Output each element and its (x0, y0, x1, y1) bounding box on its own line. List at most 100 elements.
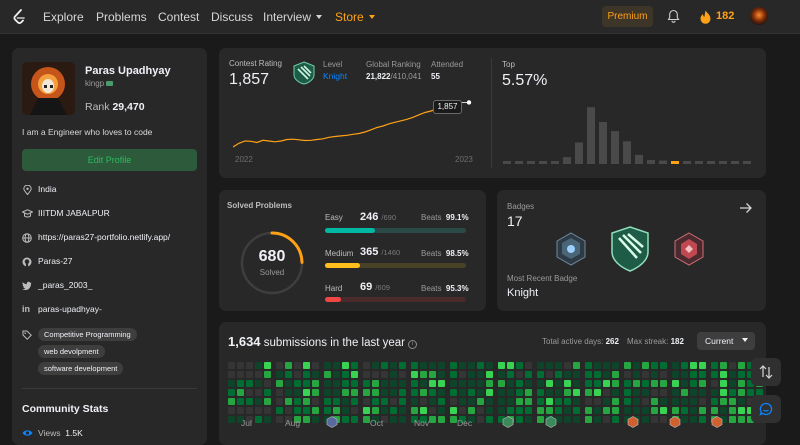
heatmap-cell[interactable] (264, 371, 271, 378)
heatmap-cell[interactable] (594, 407, 601, 414)
heatmap-cell[interactable] (546, 407, 553, 414)
heatmap-cell[interactable] (363, 389, 370, 396)
heatmap-cell[interactable] (690, 362, 697, 369)
heatmap-cell[interactable] (276, 362, 283, 369)
heatmap-cell[interactable] (537, 362, 544, 369)
heatmap-cell[interactable] (477, 389, 484, 396)
heatmap-cell[interactable] (303, 398, 310, 405)
heatmap-cell[interactable] (255, 416, 262, 423)
heatmap-cell[interactable] (468, 362, 475, 369)
heatmap-cell[interactable] (264, 407, 271, 414)
heatmap-cell[interactable] (537, 416, 544, 423)
heatmap-cell[interactable] (411, 362, 418, 369)
heatmap-cell[interactable] (672, 362, 679, 369)
heatmap-cell[interactable] (624, 407, 631, 414)
year-select[interactable]: Current (697, 332, 755, 350)
distribution-bar[interactable] (707, 161, 715, 164)
heatmap-cell[interactable] (642, 380, 649, 387)
heatmap-cell[interactable] (438, 407, 445, 414)
heatmap-cell[interactable] (720, 362, 727, 369)
heatmap-cell[interactable] (372, 362, 379, 369)
leetcode-logo-icon[interactable] (12, 9, 26, 25)
heatmap-cell[interactable] (525, 362, 532, 369)
heatmap-cell[interactable] (246, 398, 253, 405)
heatmap-cell[interactable] (264, 380, 271, 387)
heatmap-cell[interactable] (681, 398, 688, 405)
heatmap-cell[interactable] (564, 389, 571, 396)
heatmap-cell[interactable] (411, 398, 418, 405)
heatmap-cell[interactable] (720, 398, 727, 405)
distribution-bar[interactable] (719, 161, 727, 164)
heatmap-cell[interactable] (411, 416, 418, 423)
heatmap-cell[interactable] (555, 407, 562, 414)
heatmap-cell[interactable] (246, 389, 253, 396)
skill-tag[interactable]: software development (38, 362, 124, 375)
heatmap-cell[interactable] (603, 371, 610, 378)
heatmap-cell[interactable] (459, 407, 466, 414)
heatmap-cell[interactable] (237, 389, 244, 396)
heatmap-cell[interactable] (633, 380, 640, 387)
heatmap-cell[interactable] (612, 380, 619, 387)
arrow-right-icon[interactable] (739, 202, 753, 214)
heatmap-cell[interactable] (390, 416, 397, 423)
heatmap-cell[interactable] (399, 389, 406, 396)
skill-tag[interactable]: Competitive Programming (38, 328, 137, 341)
heatmap-cell[interactable] (303, 389, 310, 396)
heatmap-cell[interactable] (555, 416, 562, 423)
heatmap-cell[interactable] (612, 362, 619, 369)
profile-website-link[interactable]: https://paras27-portfolio.netlify.app/ (38, 232, 171, 242)
distribution-bar[interactable] (599, 121, 607, 164)
heatmap-cell[interactable] (537, 389, 544, 396)
heatmap-cell[interactable] (246, 371, 253, 378)
heatmap-cell[interactable] (516, 398, 523, 405)
heatmap-cell[interactable] (420, 407, 427, 414)
heatmap-cell[interactable] (312, 389, 319, 396)
heatmap-cell[interactable] (672, 371, 679, 378)
distribution-bar[interactable] (503, 161, 511, 164)
heatmap-cell[interactable] (276, 407, 283, 414)
heatmap-cell[interactable] (237, 371, 244, 378)
heatmap-cell[interactable] (312, 362, 319, 369)
heatmap-cell[interactable] (381, 416, 388, 423)
heatmap-cell[interactable] (228, 362, 235, 369)
heatmap-cell[interactable] (747, 371, 754, 378)
distribution-bar[interactable] (551, 161, 559, 164)
heatmap-cell[interactable] (525, 407, 532, 414)
heatmap-cell[interactable] (681, 371, 688, 378)
profile-linkedin-link[interactable]: paras-upadhyay- (38, 304, 102, 314)
heatmap-cell[interactable] (573, 407, 580, 414)
heatmap-cell[interactable] (333, 389, 340, 396)
heatmap-cell[interactable] (594, 371, 601, 378)
heatmap-cell[interactable] (399, 416, 406, 423)
distribution-bar[interactable] (563, 157, 571, 164)
heatmap-cell[interactable] (363, 398, 370, 405)
nav-contest[interactable]: Contest (158, 10, 200, 24)
nav-interview[interactable]: Interview (263, 10, 323, 24)
heatmap-cell[interactable] (612, 371, 619, 378)
heatmap-cell[interactable] (438, 389, 445, 396)
heatmap-cell[interactable] (342, 398, 349, 405)
heatmap-cell[interactable] (390, 407, 397, 414)
heatmap-cell[interactable] (477, 407, 484, 414)
monthly-badge-icon[interactable] (711, 416, 723, 428)
heatmap-cell[interactable] (624, 389, 631, 396)
heatmap-cell[interactable] (633, 362, 640, 369)
heatmap-cell[interactable] (411, 371, 418, 378)
heatmap-cell[interactable] (612, 398, 619, 405)
heatmap-cell[interactable] (363, 416, 370, 423)
heatmap-cell[interactable] (264, 398, 271, 405)
heatmap-cell[interactable] (285, 407, 292, 414)
heatmap-cell[interactable] (660, 398, 667, 405)
heatmap-cell[interactable] (390, 398, 397, 405)
edit-profile-button[interactable]: Edit Profile (22, 149, 197, 171)
heatmap-cell[interactable] (555, 371, 562, 378)
heatmap-cell[interactable] (594, 416, 601, 423)
profile-twitter-link[interactable]: _paras_2003_ (38, 280, 93, 290)
heatmap-cell[interactable] (594, 362, 601, 369)
heatmap-cell[interactable] (498, 362, 505, 369)
heatmap-cell[interactable] (573, 416, 580, 423)
heatmap-cell[interactable] (333, 371, 340, 378)
heatmap-cell[interactable] (372, 398, 379, 405)
heatmap-cell[interactable] (276, 389, 283, 396)
heatmap-cell[interactable] (390, 380, 397, 387)
